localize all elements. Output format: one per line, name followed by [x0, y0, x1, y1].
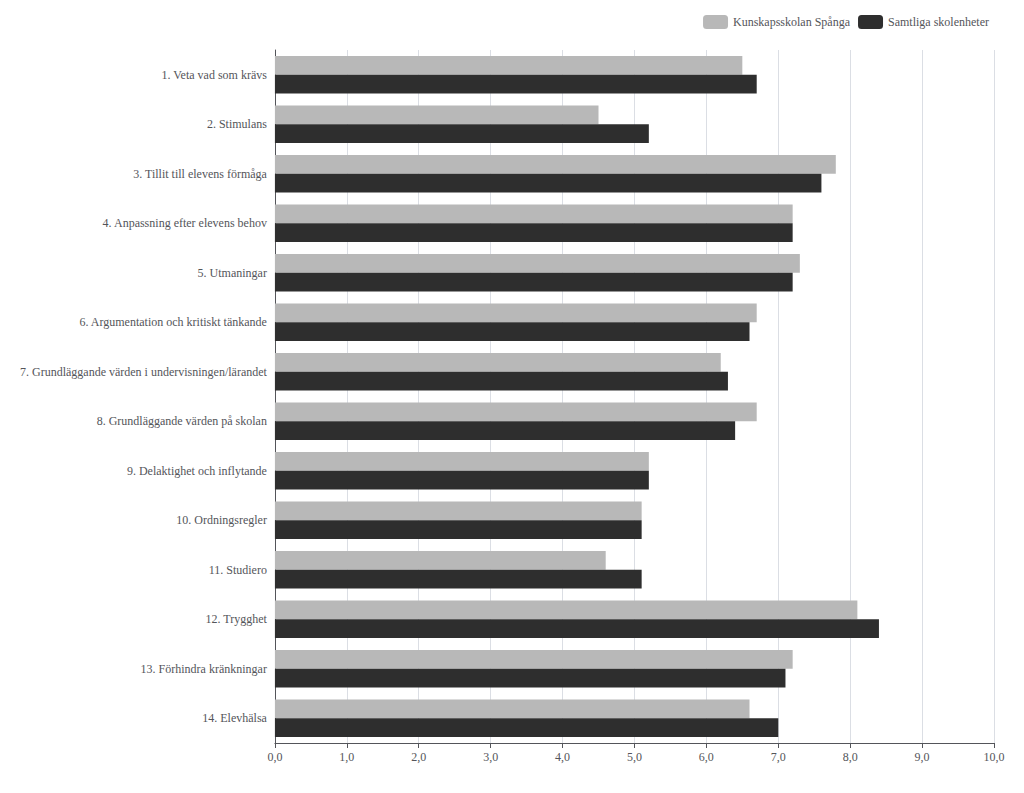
svg-text:6. Argumentation och kritiskt: 6. Argumentation och kritiskt tänkande	[79, 315, 266, 329]
svg-text:Samtliga skolenheter: Samtliga skolenheter	[888, 15, 989, 29]
svg-text:5,0: 5,0	[627, 750, 642, 764]
svg-text:13. Förhindra kränkningar: 13. Förhindra kränkningar	[141, 662, 267, 676]
svg-text:5. Utmaningar: 5. Utmaningar	[198, 266, 267, 280]
svg-text:3. Tillit till elevens förmåga: 3. Tillit till elevens förmåga	[133, 167, 267, 181]
svg-text:3,0: 3,0	[483, 750, 498, 764]
svg-text:2. Stimulans: 2. Stimulans	[207, 117, 267, 131]
svg-text:9. Delaktighet och inflytande: 9. Delaktighet och inflytande	[127, 464, 267, 478]
svg-text:8,0: 8,0	[843, 750, 858, 764]
svg-text:12. Trygghet: 12. Trygghet	[206, 612, 268, 626]
svg-text:2,0: 2,0	[411, 750, 426, 764]
svg-text:1. Veta vad som krävs: 1. Veta vad som krävs	[161, 68, 267, 82]
svg-text:Kunskapsskolan Spånga: Kunskapsskolan Spånga	[733, 15, 851, 29]
svg-text:6,0: 6,0	[699, 750, 714, 764]
svg-text:14. Elevhälsa: 14. Elevhälsa	[202, 711, 267, 725]
svg-text:0,0: 0,0	[267, 750, 282, 764]
svg-text:9,0: 9,0	[915, 750, 930, 764]
svg-text:8. Grundläggande värden på sko: 8. Grundläggande värden på skolan	[97, 414, 267, 428]
svg-text:7. Grundläggande värden i unde: 7. Grundläggande värden i undervisningen…	[20, 365, 268, 379]
svg-text:10,0: 10,0	[984, 750, 1005, 764]
svg-text:7,0: 7,0	[771, 750, 786, 764]
svg-text:4. Anpassning efter elevens be: 4. Anpassning efter elevens behov	[103, 216, 267, 230]
svg-text:10. Ordningsregler: 10. Ordningsregler	[176, 513, 267, 527]
svg-text:4,0: 4,0	[555, 750, 570, 764]
svg-text:11. Studiero: 11. Studiero	[209, 563, 267, 577]
svg-text:1,0: 1,0	[339, 750, 354, 764]
